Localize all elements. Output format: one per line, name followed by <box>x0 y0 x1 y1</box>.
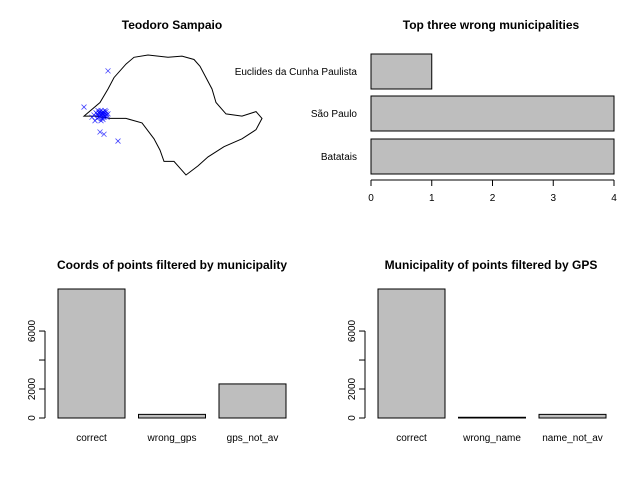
x-tick-label: 0 <box>368 193 374 204</box>
scatter-point <box>104 114 110 121</box>
municipality-filtered-category-labels: correct wrong_name name_not_av <box>396 433 603 444</box>
wrong-municipalities-bars <box>370 53 615 175</box>
category-label: correct <box>396 433 427 444</box>
bar-1 <box>458 416 526 419</box>
bar-0 <box>57 288 126 419</box>
municipality-filtered-title: Municipality of points filtered by GPS <box>385 258 598 272</box>
category-label: wrong_name <box>462 433 521 444</box>
x-tick-label: 1 <box>429 193 435 204</box>
map-panel: Teodoro Sampaio <box>81 18 263 176</box>
state-outline-path <box>82 54 263 176</box>
bar-0 <box>377 288 446 419</box>
coords-filtered-bars <box>57 288 287 419</box>
coords-filtered-title: Coords of points filtered by municipalit… <box>57 258 287 272</box>
map-title: Teodoro Sampaio <box>122 18 222 32</box>
wrong-municipalities-category-labels: Batatais São Paulo Euclides da Cunha Pauli… <box>235 67 358 163</box>
bar-2 <box>218 383 287 419</box>
coords-filtered-y-axis: 0 2000 6000 <box>27 319 46 421</box>
category-label: São Paulo <box>311 109 358 120</box>
coords-filtered-panel: Coords of points filtered by municipalit… <box>27 258 287 444</box>
y-tick-label: 2000 <box>27 377 38 400</box>
wrong-municipalities-title: Top three wrong municipalities <box>403 18 580 32</box>
x-tick-label: 3 <box>550 193 556 204</box>
bar-1 <box>138 413 206 419</box>
category-label: Euclides da Cunha Paulista <box>235 67 358 78</box>
category-label: gps_not_av <box>227 433 279 444</box>
y-tick-label: 6000 <box>27 319 38 342</box>
scatter-point <box>101 131 107 138</box>
y-tick-label: 6000 <box>347 319 358 342</box>
scatter-point <box>105 111 111 117</box>
x-tick-label: 4 <box>611 193 617 204</box>
y-tick-label: 0 <box>347 415 358 421</box>
x-tick-label: 2 <box>490 193 496 204</box>
coords-filtered-category-labels: correct wrong_gps gps_not_av <box>76 433 278 444</box>
municipality-filtered-panel: Municipality of points filtered by GPS c… <box>347 258 607 444</box>
scatter-point <box>92 117 98 124</box>
category-label: Batatais <box>321 152 357 163</box>
bar-0 <box>370 138 615 175</box>
wrong-municipalities-x-axis: 0 1 2 3 4 <box>368 179 617 204</box>
occurrence-points <box>81 68 121 144</box>
state-outline <box>82 54 263 176</box>
category-label: name_not_av <box>542 433 603 444</box>
municipality-filtered-y-axis: 0 2000 6000 <box>347 319 366 421</box>
category-label: correct <box>76 433 107 444</box>
scatter-point <box>105 68 111 74</box>
bar-1 <box>370 95 615 132</box>
scatter-point <box>98 117 104 124</box>
category-label: wrong_gps <box>147 433 197 444</box>
municipality-filtered-bars <box>377 288 607 419</box>
bar-2 <box>538 413 607 419</box>
scatter-point <box>81 104 87 110</box>
bar-2 <box>370 53 433 90</box>
y-tick-label: 2000 <box>347 377 358 400</box>
wrong-municipalities-panel: Top three wrong municipalities Batatais S… <box>235 18 618 204</box>
scatter-point <box>115 138 121 144</box>
y-tick-label: 0 <box>27 415 38 421</box>
scatter-point <box>97 129 103 135</box>
scatter-point <box>95 107 101 114</box>
